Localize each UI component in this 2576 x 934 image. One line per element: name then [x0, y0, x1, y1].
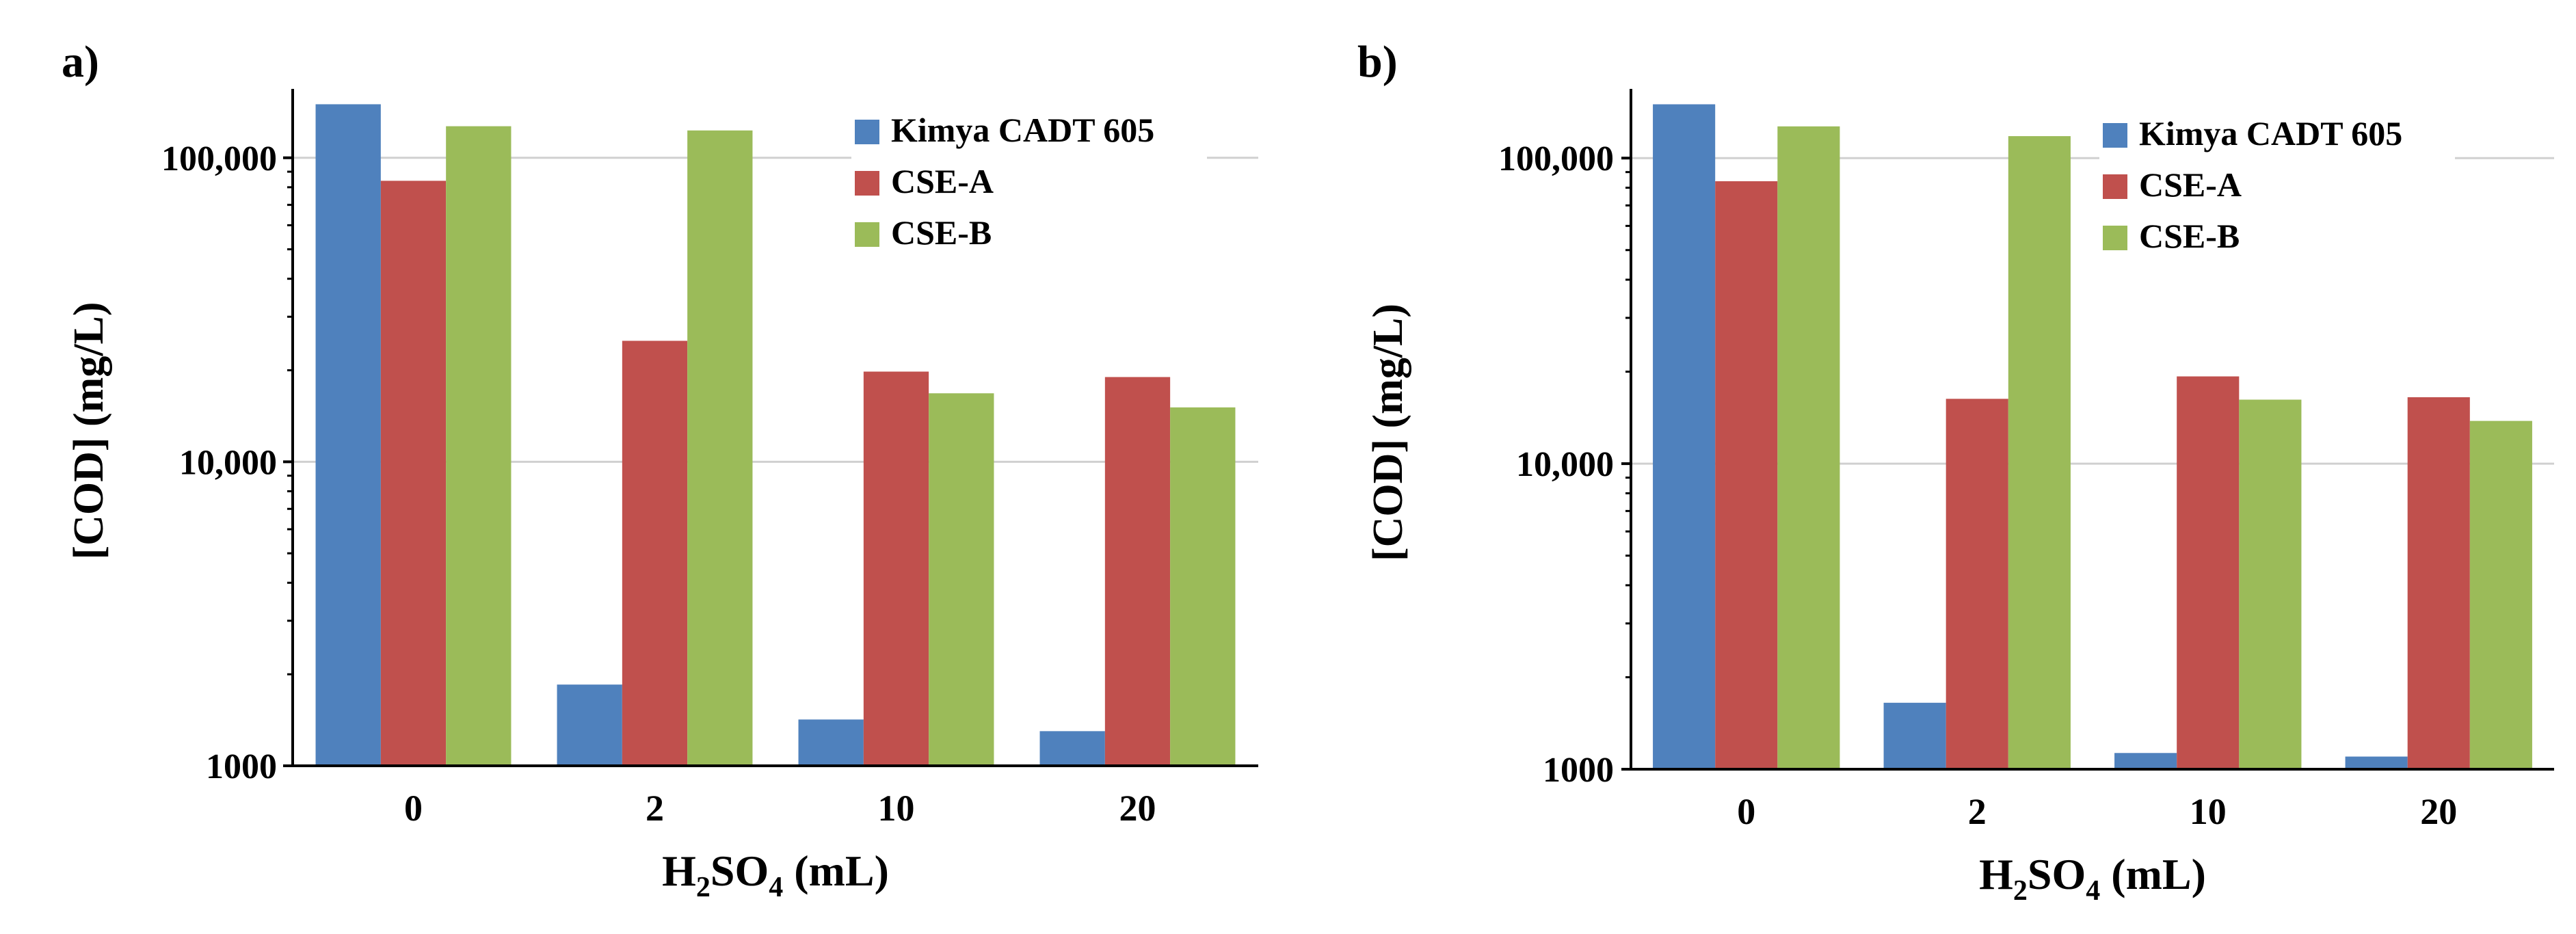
- bar-cse-a-20: [1104, 377, 1171, 766]
- bar-kimya-cadt-605-20: [1039, 731, 1105, 766]
- y-tick-label: 100,000: [1498, 139, 1614, 178]
- legend-swatch-kimya-cadt-605: [2103, 123, 2127, 148]
- legend-label-kimya-cadt-605: Kimya CADT 605: [891, 111, 1154, 149]
- bar-cse-a-20: [2407, 397, 2470, 769]
- x-tick-label: 20: [1119, 788, 1156, 829]
- bar-cse-b-0: [446, 126, 512, 766]
- legend-swatch-cse-a: [855, 171, 879, 196]
- legend: Kimya CADT 605 CSE-A CSE-B: [851, 99, 1207, 256]
- y-axis-label: [COD] (mg/L): [1365, 304, 1411, 561]
- bar-cse-b-10: [2239, 399, 2302, 769]
- bar-kimya-cadt-605-2: [557, 684, 622, 766]
- x-axis-label-subscript: 2: [2013, 875, 2028, 907]
- x-axis-label-subscript: 2: [696, 872, 711, 903]
- x-tick-label: 0: [404, 788, 423, 829]
- x-tick-label: 10: [2190, 791, 2227, 832]
- bar-kimya-cadt-605-20: [2345, 756, 2408, 769]
- bar-kimya-cadt-605-10: [798, 719, 864, 766]
- x-tick-label: 10: [878, 788, 915, 829]
- legend: Kimya CADT 605 CSE-A CSE-B: [2099, 103, 2455, 260]
- x-axis-label-part: SO: [2028, 850, 2086, 898]
- bar-cse-b-2: [2008, 136, 2071, 769]
- y-tick-label: 1000: [206, 747, 277, 786]
- bar-cse-a-0: [380, 181, 447, 766]
- y-tick-label: 1000: [1543, 751, 1614, 790]
- bar-cse-a-2: [1946, 399, 2008, 769]
- x-axis-label-subscript: 4: [2086, 875, 2100, 907]
- x-axis-label: H2SO4 (mL): [662, 846, 889, 903]
- y-tick-label: 10,000: [179, 443, 277, 482]
- panel-label: a): [62, 37, 99, 87]
- x-axis-label-part: (mL): [2100, 850, 2206, 898]
- x-axis-label-part: SO: [711, 846, 769, 895]
- legend-swatch-kimya-cadt-605: [855, 120, 879, 144]
- bar-cse-b-20: [2469, 421, 2532, 769]
- legend-label-kimya-cadt-605: Kimya CADT 605: [2139, 114, 2402, 152]
- legend-label-cse-a: CSE-A: [2139, 165, 2242, 204]
- bar-kimya-cadt-605-2: [1883, 702, 1946, 769]
- bar-cse-b-2: [687, 130, 753, 766]
- y-tick-label: 10,000: [1516, 445, 1614, 484]
- y-tick-label: 100,000: [161, 139, 277, 178]
- legend-background: [851, 99, 1207, 256]
- x-axis-label-part: (mL): [783, 846, 889, 895]
- legend-label-cse-a: CSE-A: [891, 162, 994, 200]
- bar-kimya-cadt-605-10: [2114, 753, 2177, 769]
- bar-cse-b-0: [1777, 126, 1840, 769]
- x-axis-label: H2SO4 (mL): [1979, 850, 2206, 907]
- legend-swatch-cse-b: [2103, 226, 2127, 250]
- legend-swatch-cse-a: [2103, 174, 2127, 199]
- x-tick-label: 2: [646, 788, 664, 829]
- bar-cse-a-2: [622, 341, 688, 766]
- x-axis-label-subscript: 4: [769, 872, 783, 903]
- legend-label-cse-b: CSE-B: [891, 213, 992, 252]
- panel-label: b): [1357, 37, 1398, 87]
- x-axis-label-part: H: [662, 846, 696, 895]
- bar-cse-b-20: [1170, 407, 1236, 766]
- bar-cse-b-10: [929, 393, 994, 766]
- x-tick-label: 0: [1737, 791, 1755, 832]
- bar-kimya-cadt-605-0: [315, 104, 381, 766]
- y-axis-label: [COD] (mg/L): [66, 302, 112, 559]
- bar-cse-a-0: [1715, 181, 1778, 769]
- bar-kimya-cadt-605-0: [1653, 104, 1716, 770]
- bar-cse-a-10: [863, 371, 929, 766]
- legend-background: [2099, 103, 2455, 260]
- x-tick-label: 20: [2420, 791, 2457, 832]
- legend-swatch-cse-b: [855, 222, 879, 247]
- x-axis-label-part: H: [1979, 850, 2013, 898]
- x-tick-label: 2: [1968, 791, 1987, 832]
- legend-label-cse-b: CSE-B: [2139, 217, 2240, 255]
- bar-cse-a-10: [2177, 376, 2240, 769]
